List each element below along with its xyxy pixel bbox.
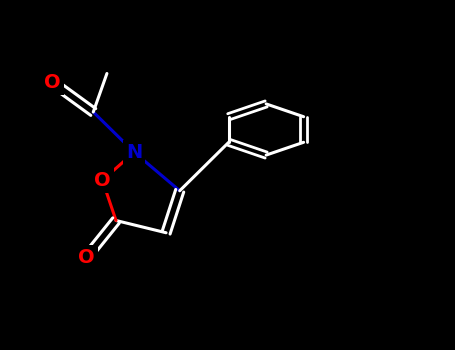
Text: O: O bbox=[44, 73, 61, 92]
Text: O: O bbox=[78, 248, 95, 267]
Text: O: O bbox=[94, 171, 111, 190]
Text: N: N bbox=[126, 143, 142, 162]
